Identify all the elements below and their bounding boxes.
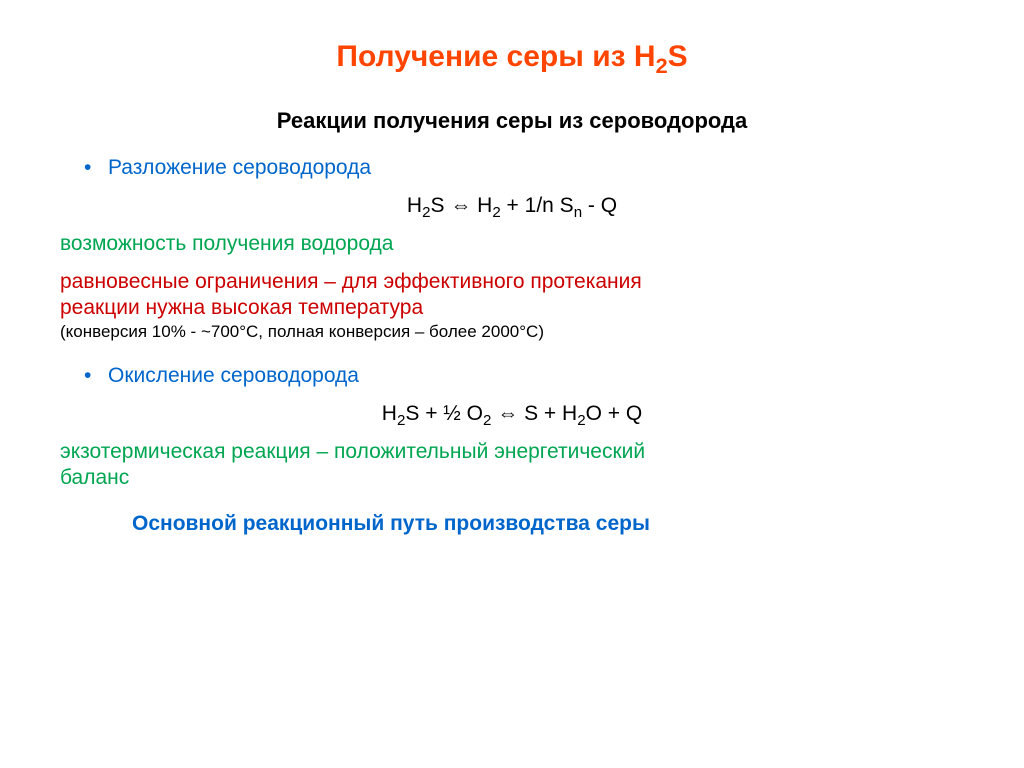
eq1-d: + 1/n S bbox=[501, 194, 574, 217]
eq2-d: S + H bbox=[518, 402, 577, 425]
bullet-1: • Разложение сероводорода bbox=[84, 156, 964, 180]
eq2-b: S + ½ O bbox=[405, 402, 483, 425]
eq1-c-sub: 2 bbox=[492, 204, 500, 221]
eq1-b: S bbox=[430, 194, 450, 217]
bullet-dot-icon: • bbox=[84, 156, 108, 180]
eq1-c: H bbox=[471, 194, 492, 217]
slide: Получение серы из H2S Реакции получения … bbox=[0, 0, 1024, 768]
equation-1: H2S ⇔ H2 + 1/n Sn - Q bbox=[60, 194, 964, 218]
page-title: Получение серы из H2S bbox=[60, 40, 964, 74]
bullet-dot-icon: • bbox=[84, 364, 108, 388]
eq2-a: H bbox=[382, 402, 397, 425]
note-green-1: возможность получения водорода bbox=[60, 232, 964, 256]
eq2-e: O + Q bbox=[586, 402, 643, 425]
note-green-2-line2: баланс bbox=[60, 466, 964, 490]
note-red-1-small: (конверсия 10% - ~700°C, полная конверси… bbox=[60, 322, 964, 342]
note-red-1-line2: реакции нужна высокая температура bbox=[60, 296, 964, 320]
bottom-conclusion: Основной реакционный путь производства с… bbox=[132, 512, 964, 536]
subtitle: Реакции получения серы из сероводорода bbox=[60, 108, 964, 134]
note-red-1-line1: равновесные ограничения – для эффективно… bbox=[60, 270, 964, 294]
equation-2: H2S + ½ O2 ⇔ S + H2O + Q bbox=[60, 402, 964, 426]
title-text-b: S bbox=[668, 40, 688, 73]
eq1-a: H bbox=[407, 194, 422, 217]
title-text-a: Получение серы из H bbox=[336, 40, 655, 73]
eq1-e: - Q bbox=[582, 194, 617, 217]
title-sub: 2 bbox=[656, 53, 668, 78]
bullet-2: • Окисление сероводорода bbox=[84, 364, 964, 388]
eq1-d-sub: n bbox=[574, 204, 582, 221]
eq2-arrow: ⇔ bbox=[497, 402, 518, 425]
note-green-2-line1: экзотермическая реакция – положительный … bbox=[60, 440, 964, 464]
bullet-1-label: Разложение сероводорода bbox=[108, 156, 371, 180]
bullet-2-label: Окисление сероводорода bbox=[108, 364, 359, 388]
eq1-arrow: ⇔ bbox=[450, 194, 471, 217]
eq2-d-sub: 2 bbox=[577, 412, 585, 429]
